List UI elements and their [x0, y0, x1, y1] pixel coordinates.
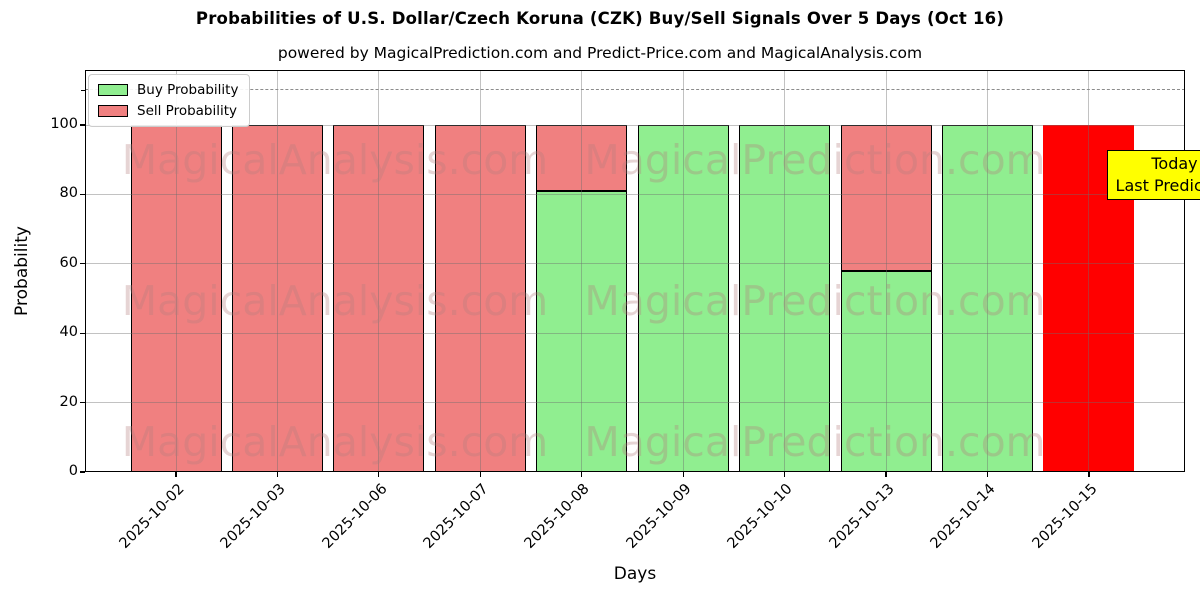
xtick-2025-10-14: [986, 472, 989, 477]
annotation-line-1: Today: [1151, 153, 1198, 173]
bar-sell-2025-10-07: [434, 125, 526, 472]
h-gridline-20: [85, 402, 1185, 404]
xtick-2025-10-06: [378, 472, 380, 477]
ytick-minor-110: [81, 89, 85, 91]
v-gridline-2025-10-09: [682, 70, 684, 472]
v-gridline-2025-10-08: [581, 70, 583, 472]
h-gridline-40: [85, 332, 1185, 334]
xtick-label-2025-10-08: 2025-10-08: [522, 481, 594, 552]
ytick-label-40: 40: [59, 324, 78, 341]
ytick-label-60: 60: [59, 254, 78, 271]
v-gridline-2025-10-03: [276, 70, 278, 472]
bar-sell-2025-10-13: [840, 125, 932, 271]
legend-swatch-buy: [98, 84, 128, 96]
bar-sell-2025-10-03: [231, 125, 323, 472]
v-gridline-2025-10-13: [885, 70, 887, 472]
ytick-0: [80, 471, 85, 473]
x-axis-label: Days: [613, 564, 657, 584]
ytick-label-0: 0: [68, 463, 78, 479]
xtick-label-2025-10-13: 2025-10-13: [826, 481, 898, 552]
xtick-label-2025-10-06: 2025-10-06: [319, 481, 391, 552]
xtick-label-2025-10-02: 2025-10-02: [116, 481, 188, 552]
v-gridline-2025-10-10: [784, 70, 786, 472]
bar-buy-2025-10-13: [840, 270, 932, 472]
y-axis-label: Probability: [12, 226, 32, 316]
xtick-2025-10-02: [175, 472, 177, 477]
legend-label-sell: Sell Probability: [137, 103, 238, 119]
annotation-line-2: Last Prediction: [1115, 176, 1200, 195]
xtick-2025-10-08: [581, 472, 583, 477]
v-gridline-2025-10-14: [987, 70, 989, 472]
v-gridline-2025-10-07: [479, 70, 481, 472]
xtick-label-2025-10-10: 2025-10-10: [725, 481, 796, 552]
xtick-2025-10-13: [885, 472, 887, 477]
chart-title: Probabilities of U.S. Dollar/Czech Korun…: [195, 9, 1005, 28]
today-annotation: Today Last Prediction: [1107, 150, 1200, 200]
ytick-40: [80, 332, 85, 334]
reference-dashed-line: [85, 89, 1185, 91]
legend-label-buy: Buy Probability: [137, 82, 239, 98]
xtick-2025-10-09: [682, 472, 684, 477]
h-gridline-60: [85, 263, 1185, 265]
ytick-60: [80, 263, 85, 265]
legend-swatch-sell: [98, 105, 128, 117]
legend-item-sell: Sell Probability: [98, 103, 238, 119]
bar-sell-2025-10-08: [536, 125, 628, 191]
bar-buy-2025-10-08: [536, 190, 628, 472]
xtick-2025-10-15: [1088, 472, 1090, 477]
bar-buy-2025-10-10: [739, 125, 831, 472]
v-gridline-2025-10-15: [1088, 70, 1090, 472]
plot-area: Buy Probability Sell Probability Today La…: [85, 70, 1200, 472]
chart-subtitle: powered by MagicalPrediction.com and Pre…: [277, 44, 923, 62]
xtick-label-2025-10-03: 2025-10-03: [217, 481, 289, 552]
xtick-label-2025-10-07: 2025-10-07: [420, 481, 492, 552]
legend-item-buy: Buy Probability: [98, 82, 238, 98]
xtick-2025-10-03: [276, 472, 279, 477]
xtick-label-2025-10-14: 2025-10-14: [927, 481, 999, 552]
h-gridline-80: [85, 193, 1185, 195]
v-gridline-2025-10-02: [175, 70, 177, 472]
xtick-label-2025-10-15: 2025-10-15: [1029, 481, 1101, 552]
bar-buy-2025-10-09: [637, 125, 729, 472]
ytick-20: [80, 402, 85, 404]
ytick-100: [80, 124, 85, 126]
ytick-label-80: 80: [59, 185, 78, 202]
ytick-label-100: 100: [50, 116, 78, 132]
ytick-label-20: 20: [59, 393, 78, 410]
v-gridline-2025-10-06: [378, 70, 380, 472]
xtick-2025-10-07: [479, 472, 481, 477]
xtick-label-2025-10-09: 2025-10-09: [623, 481, 695, 552]
bar-buy-2025-10-14: [942, 125, 1034, 472]
xtick-2025-10-10: [784, 472, 786, 477]
h-gridline-100: [85, 124, 1185, 126]
ytick-80: [80, 193, 85, 195]
legend: Buy Probability Sell Probability: [88, 74, 251, 127]
